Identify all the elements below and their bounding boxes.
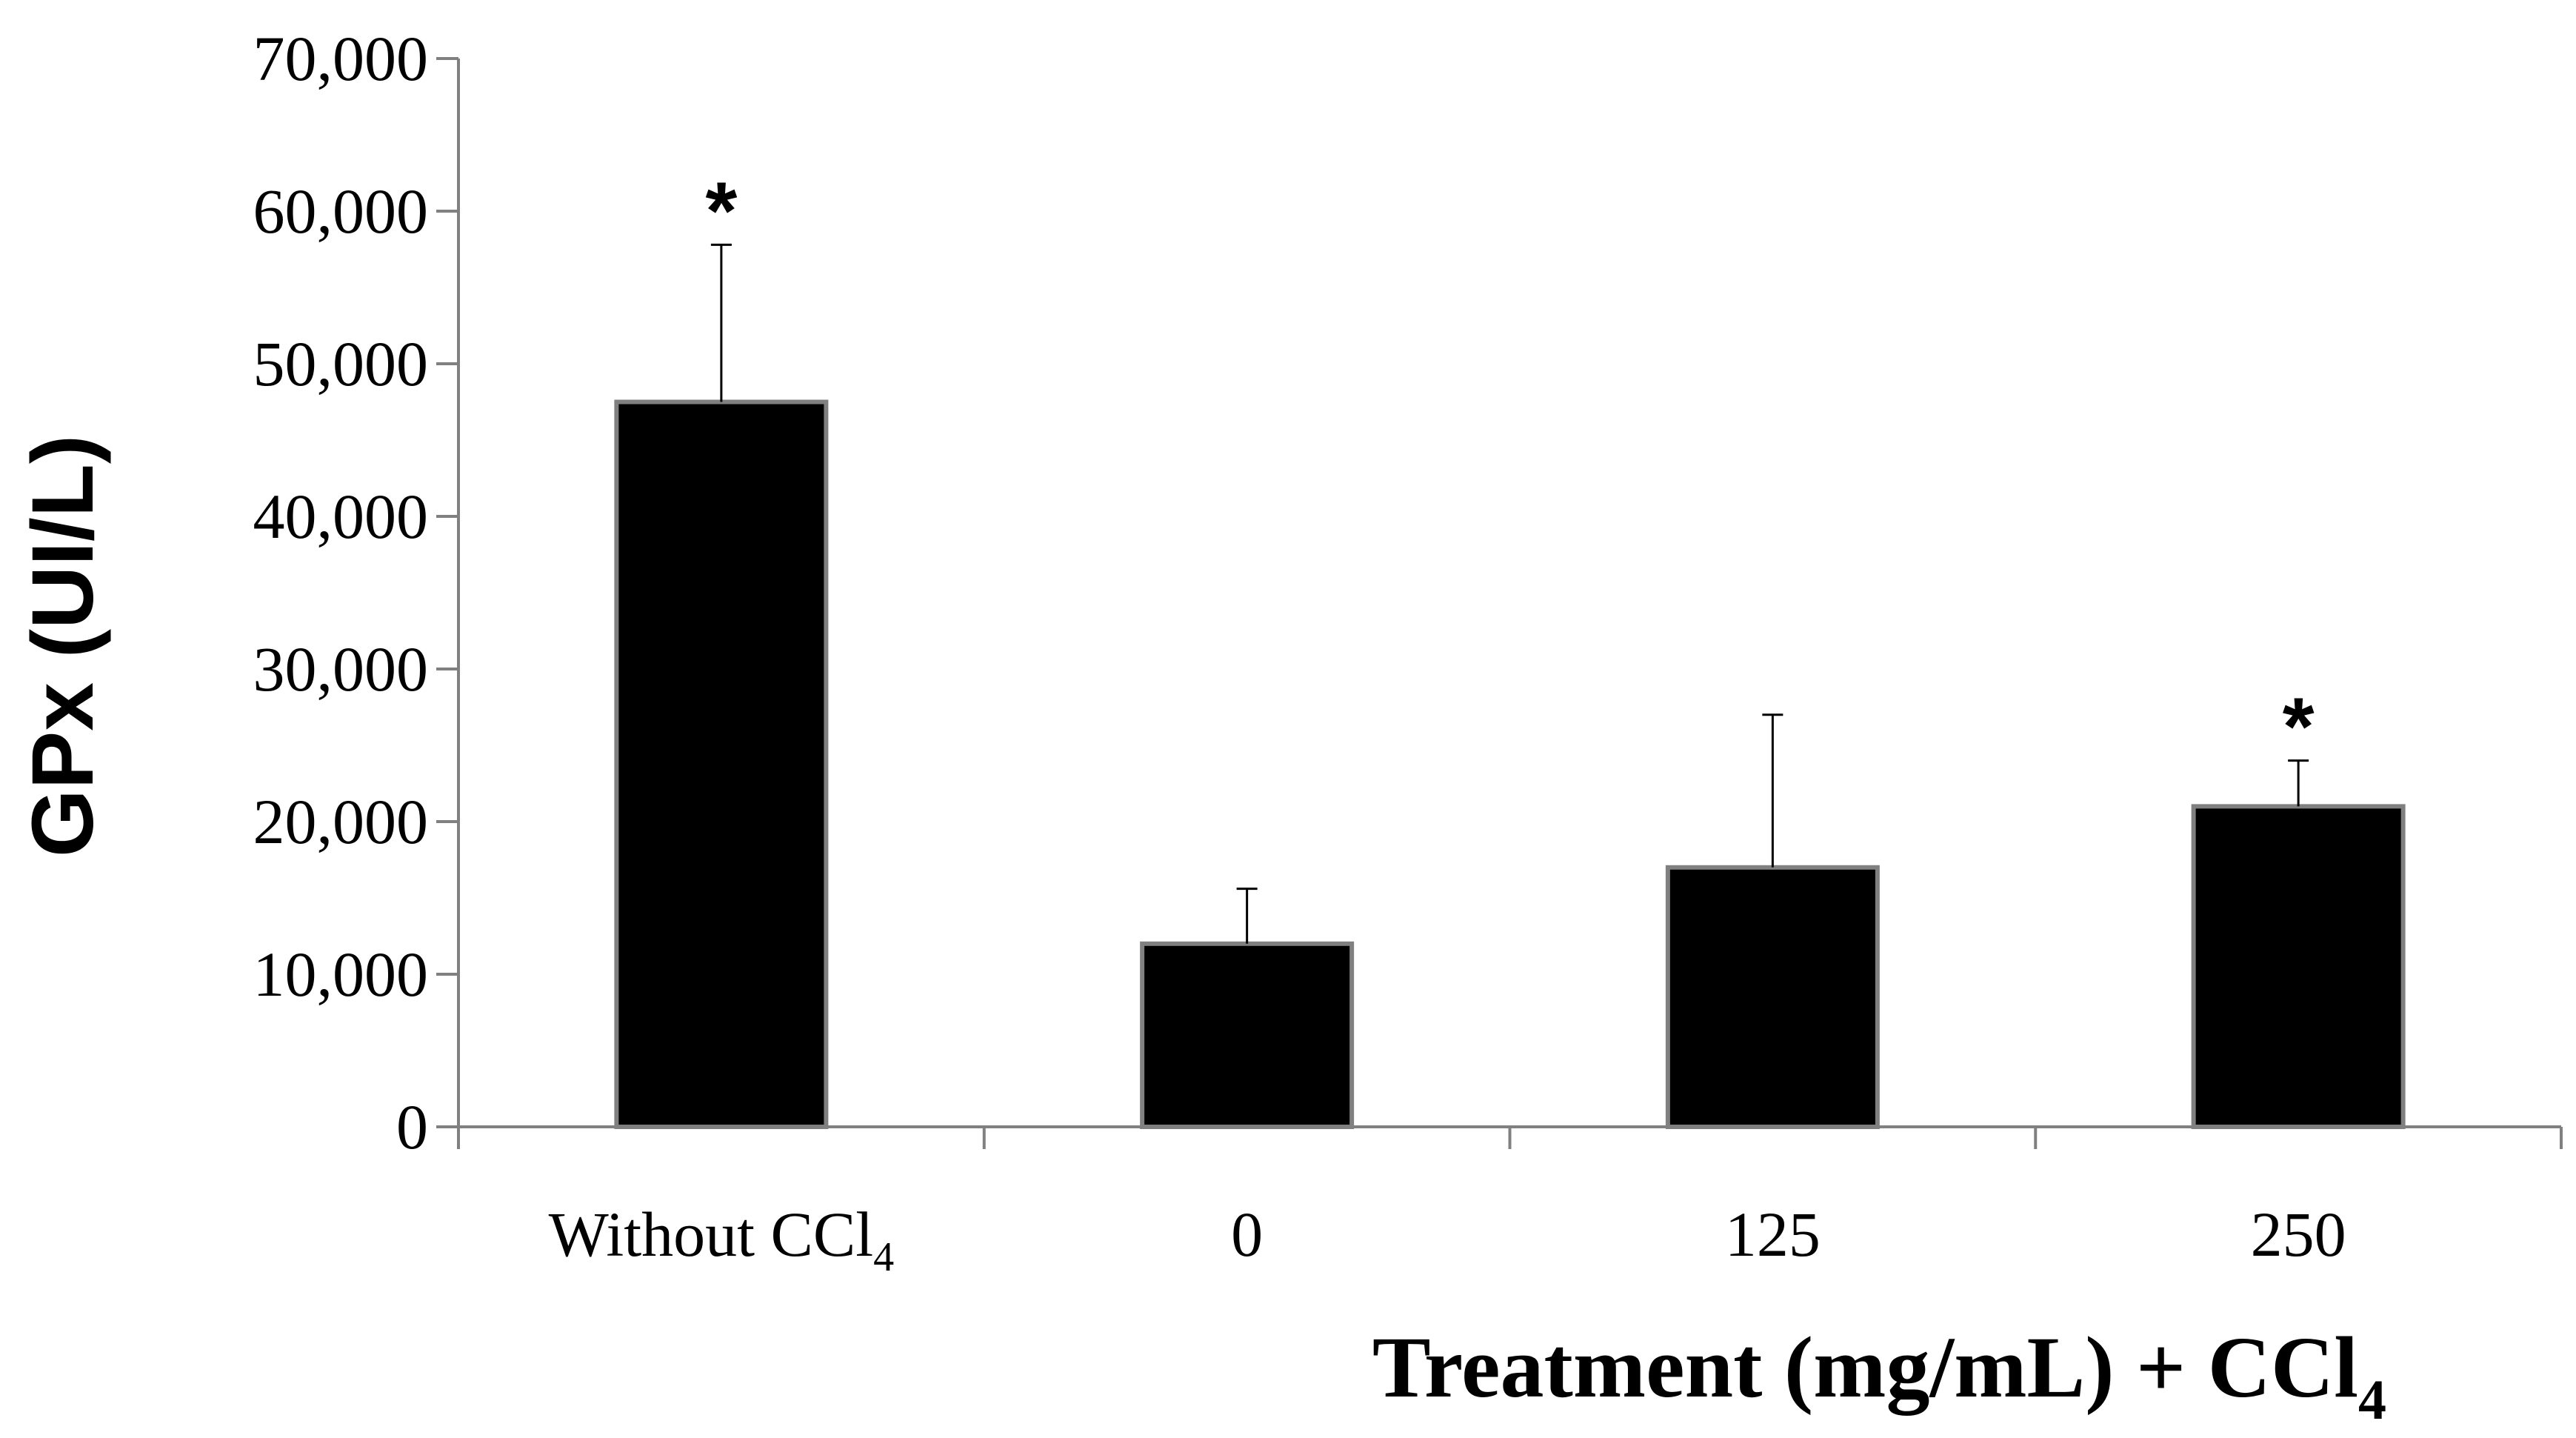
bars: [614, 399, 2406, 1130]
significance-star: *: [705, 165, 737, 256]
bar: [1140, 941, 1355, 1130]
y-tick-label: 20,000: [253, 786, 429, 857]
x-axis-ticks: [457, 1127, 2563, 1149]
x-axis-title-subscript: 4: [2358, 1369, 2386, 1431]
x-tick-label-text: 250: [2251, 1199, 2346, 1270]
y-axis-title: GPx (UI/L): [14, 435, 112, 857]
x-tick-label: 0: [1231, 1199, 1263, 1270]
y-tick-label: 10,000: [253, 939, 429, 1010]
error-bars: [710, 243, 2309, 944]
x-axis-title: Treatment (mg/mL) + CCl4: [1372, 1319, 2386, 1431]
x-tick-label-subscript: 4: [873, 1234, 894, 1280]
y-axis-ticks: [436, 57, 458, 1128]
significance-markers: **: [705, 165, 2314, 772]
y-tick-label: 40,000: [253, 481, 429, 552]
significance-star: *: [2283, 682, 2315, 773]
x-tick-label-text: 125: [1725, 1199, 1821, 1270]
x-tick-label: 125: [1725, 1199, 1821, 1270]
x-axis-title-text: Treatment (mg/mL) + CCl: [1372, 1319, 2358, 1416]
y-axis-tick-labels: 0 10,000 20,000 30,000 40,000 50,000 60,000 70,…: [253, 23, 429, 1162]
y-tick-label: 70,000: [253, 23, 429, 94]
x-tick-label: Without CCl4: [549, 1199, 895, 1280]
y-tick-label: 0: [396, 1091, 428, 1162]
bar: [2191, 804, 2406, 1130]
bar: [1665, 865, 1880, 1130]
x-tick-label: 250: [2251, 1199, 2346, 1270]
x-tick-label-text: 0: [1231, 1199, 1263, 1270]
x-tick-label-text: Without CCl: [549, 1199, 874, 1270]
y-tick-label: 50,000: [253, 328, 429, 399]
y-tick-label: 30,000: [253, 633, 429, 705]
bar: [614, 399, 829, 1129]
y-tick-label: 60,000: [253, 176, 429, 247]
x-axis-tick-labels: Without CCl4 0 125 250: [549, 1199, 2346, 1280]
